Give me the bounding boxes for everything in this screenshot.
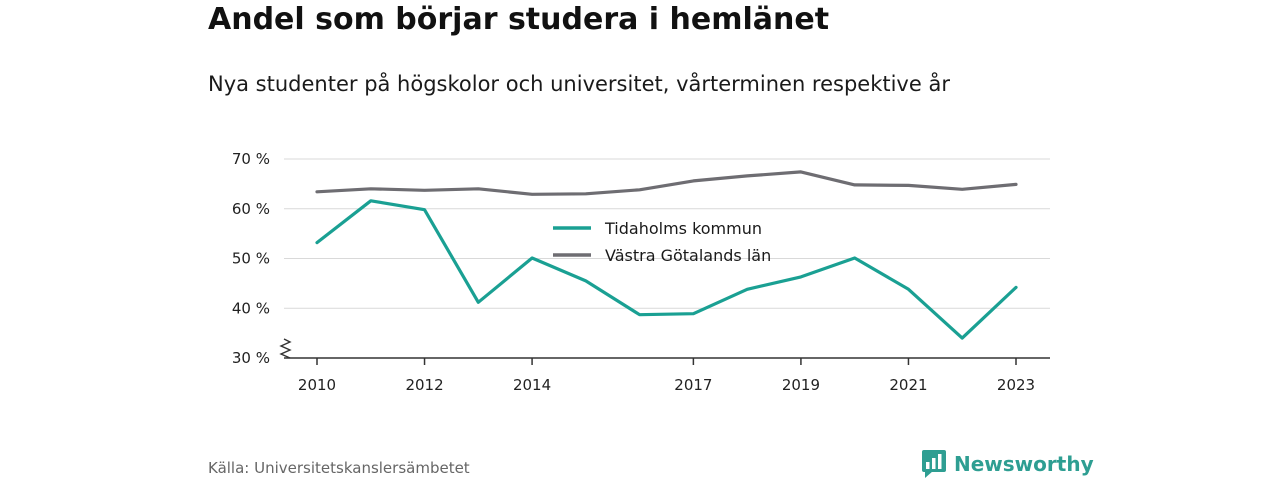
y-tick-label: 70 % bbox=[232, 150, 270, 168]
y-tick-label: 60 % bbox=[232, 200, 270, 218]
x-tick-label: 2021 bbox=[889, 376, 927, 394]
y-tick-label: 40 % bbox=[232, 299, 270, 317]
brand-name: Newsworthy bbox=[954, 452, 1094, 476]
x-tick-label: 2023 bbox=[997, 376, 1035, 394]
axis-break-icon bbox=[279, 338, 292, 359]
grid-lines bbox=[284, 158, 1050, 309]
series-lines bbox=[315, 170, 1018, 340]
bar-chart-speech-bubble-icon bbox=[922, 450, 946, 478]
x-tick-label: 2014 bbox=[513, 376, 551, 394]
x-tick-label: 2010 bbox=[298, 376, 336, 394]
x-tick-label: 2019 bbox=[782, 376, 820, 394]
x-tick-label: 2017 bbox=[674, 376, 712, 394]
legend-label: Västra Götalands län bbox=[605, 246, 771, 265]
x-tick-label: 2012 bbox=[405, 376, 443, 394]
y-tick-label: 50 % bbox=[232, 250, 270, 268]
chart-title: Andel som börjar studera i hemlänet bbox=[208, 2, 830, 37]
axes: 30 % 40 % 50 % 60 % 70 % 2010 2012 2014 2017 2019… bbox=[232, 150, 1050, 394]
y-tick-label: 30 % bbox=[232, 349, 270, 367]
legend-label: Tidaholms kommun bbox=[604, 219, 762, 238]
source-note: Källa: Universitetskanslersämbetet bbox=[208, 459, 470, 477]
series-line bbox=[315, 199, 1018, 340]
brand-logo[interactable]: Newsworthy bbox=[922, 450, 1094, 478]
chart-subtitle: Nya studenter på högskolor och universit… bbox=[208, 72, 950, 96]
legend: Tidaholms kommun Västra Götalands län bbox=[553, 219, 771, 265]
series-line bbox=[315, 170, 1018, 196]
